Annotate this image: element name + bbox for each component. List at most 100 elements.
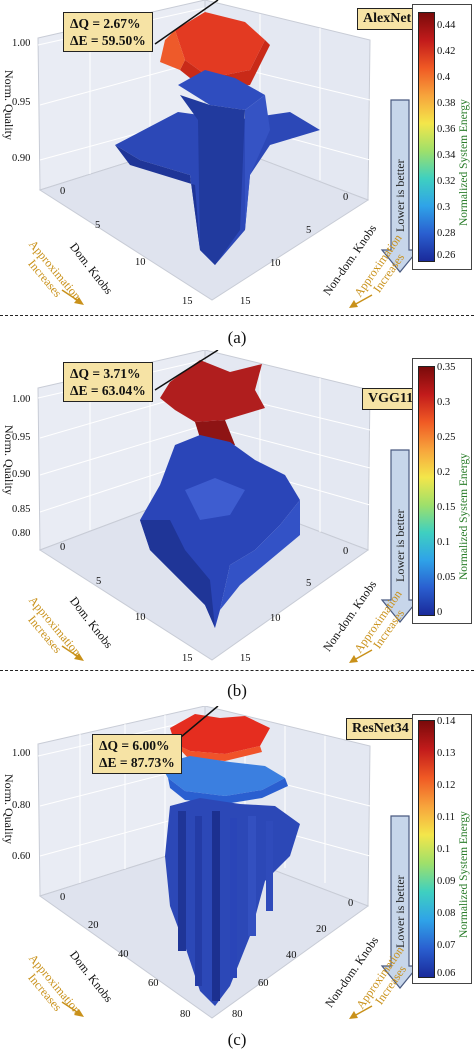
lower-is-better-c: Lower is better <box>393 875 407 948</box>
z-tick-a-2: 0.90 <box>12 153 31 164</box>
cb-tick-a-3: 0.38 <box>437 98 456 109</box>
z-tick-b-2: 0.90 <box>12 469 31 480</box>
y-tick-b-2: 10 <box>270 613 281 624</box>
leader-line-b <box>154 350 219 391</box>
cb-tick-c-7: 0.07 <box>437 940 456 951</box>
delta-q-b: ΔQ = 3.71% <box>70 366 141 381</box>
colorbar-b <box>418 366 435 616</box>
x-tick-a-2: 10 <box>135 257 146 268</box>
cb-tick-a-2: 0.4 <box>437 72 451 83</box>
cb-tick-b-6: 0.05 <box>437 572 456 583</box>
lower-better-arrow-c <box>380 815 420 989</box>
cb-tick-c-1: 0.13 <box>437 748 456 759</box>
cb-tick-b-3: 0.2 <box>437 467 451 478</box>
approx-arrow-left-b <box>61 645 84 661</box>
cb-tick-c-3: 0.11 <box>437 812 455 823</box>
z-tick-a-1: 0.95 <box>12 97 31 108</box>
cb-tick-a-5: 0.34 <box>437 150 456 161</box>
approx-arrow-right-a <box>349 294 373 308</box>
cb-tick-c-4: 0.1 <box>437 844 451 855</box>
y-tick-b-1: 5 <box>306 578 312 589</box>
y-tick-c-4: 80 <box>232 1009 243 1020</box>
caption-a: (a) <box>227 328 247 347</box>
cb-tick-b-2: 0.25 <box>437 432 456 443</box>
z-tick-b-0: 1.00 <box>12 394 31 405</box>
caption-c: (c) <box>227 1030 247 1049</box>
cb-tick-c-6: 0.08 <box>437 908 456 919</box>
colorbar-label-c: Normalized System Energy <box>458 811 470 938</box>
y-tick-c-0: 0 <box>348 898 354 909</box>
y-tick-b-0: 0 <box>343 546 349 557</box>
annotation-box-a: ΔQ = 2.67% ΔE = 59.50% <box>63 12 153 52</box>
x-tick-a-1: 5 <box>95 220 101 231</box>
z-tick-b-4: 0.80 <box>12 528 31 539</box>
cb-tick-c-5: 0.09 <box>437 876 456 887</box>
network-name-a: AlexNet <box>357 8 418 30</box>
cb-tick-c-0: 0.14 <box>437 716 456 727</box>
surface-a <box>115 12 320 265</box>
colorbar-c <box>418 720 435 978</box>
x-tick-b-0: 0 <box>60 542 66 553</box>
lower-is-better-b: Lower is better <box>393 509 407 582</box>
x-tick-b-1: 5 <box>96 576 102 587</box>
y-tick-a-2: 10 <box>270 258 281 269</box>
lower-better-arrow-a <box>380 99 420 273</box>
cb-tick-a-4: 0.36 <box>437 124 456 135</box>
delta-e-b: ΔE = 63.04% <box>70 383 146 398</box>
z-axis-label-b: Norm. Quality <box>2 425 16 495</box>
cb-tick-b-5: 0.1 <box>437 537 451 548</box>
cb-tick-b-1: 0.3 <box>437 397 451 408</box>
y-tick-a-1: 5 <box>306 225 312 236</box>
approx-arrow-left-a <box>61 289 84 305</box>
surface-plot-b <box>37 350 420 663</box>
y-tick-a-3: 15 <box>240 296 251 307</box>
separator-2 <box>0 670 474 671</box>
annotation-box-c: ΔQ = 6.00% ΔE = 87.73% <box>92 734 182 774</box>
z-tick-a-0: 1.00 <box>12 38 31 49</box>
y-tick-a-0: 0 <box>343 192 349 203</box>
z-tick-b-1: 0.95 <box>12 432 31 443</box>
z-axis-label-a: Norm. Quality <box>2 70 16 140</box>
approx-arrow-right-c <box>349 1005 373 1019</box>
colorbar-label-b: Normalized System Energy <box>458 453 470 580</box>
x-tick-c-0: 0 <box>60 892 66 903</box>
y-tick-c-2: 40 <box>286 950 297 961</box>
surface-plot-a <box>37 0 420 308</box>
panel-b: ΔQ = 3.71% ΔE = 63.04% VGG11 1.00 0.95 0… <box>0 350 474 668</box>
cb-tick-b-7: 0 <box>437 607 443 618</box>
separator-1 <box>0 315 474 316</box>
panel-c: ΔQ = 6.00% ΔE = 87.73% ResNet34 1.00 0.8… <box>0 706 474 1030</box>
delta-e-c: ΔE = 87.73% <box>99 755 175 770</box>
panel-a: ΔQ = 2.67% ΔE = 59.50% AlexNet 1.00 0.95… <box>0 0 474 312</box>
x-tick-a-3: 15 <box>182 296 193 307</box>
cb-tick-a-6: 0.32 <box>437 176 456 187</box>
x-tick-c-2: 40 <box>118 949 129 960</box>
cb-tick-c-8: 0.06 <box>437 968 456 979</box>
y-tick-b-3: 15 <box>240 653 251 664</box>
cb-tick-b-0: 0.35 <box>437 362 456 373</box>
z-axis-label-c: Norm. Quality <box>2 774 16 844</box>
approx-arrow-left-c <box>61 1001 84 1017</box>
delta-e-a: ΔE = 59.50% <box>70 33 146 48</box>
x-tick-c-3: 60 <box>148 978 159 989</box>
leader-line-a <box>154 0 219 45</box>
cb-tick-c-2: 0.12 <box>437 780 456 791</box>
z-tick-c-0: 1.00 <box>12 748 31 759</box>
cb-tick-b-4: 0.15 <box>437 502 456 513</box>
z-tick-b-3: 0.85 <box>12 504 31 515</box>
annotation-box-b: ΔQ = 3.71% ΔE = 63.04% <box>63 362 153 402</box>
x-tick-c-4: 80 <box>180 1009 191 1020</box>
cb-tick-a-1: 0.42 <box>437 46 456 57</box>
network-name-c: ResNet34 <box>346 718 415 740</box>
surface-plot-c <box>37 706 420 1019</box>
leader-line-c <box>174 706 219 743</box>
z-tick-c-1: 0.80 <box>12 800 31 811</box>
y-tick-c-1: 20 <box>316 924 327 935</box>
z-tick-c-2: 0.60 <box>12 851 31 862</box>
surface-b <box>140 360 300 628</box>
cb-tick-a-9: 0.26 <box>437 250 456 261</box>
colorbar-a <box>418 12 435 262</box>
network-name-b: VGG11 <box>362 388 420 410</box>
cb-tick-a-7: 0.3 <box>437 202 451 213</box>
approx-arrow-right-b <box>349 649 373 663</box>
